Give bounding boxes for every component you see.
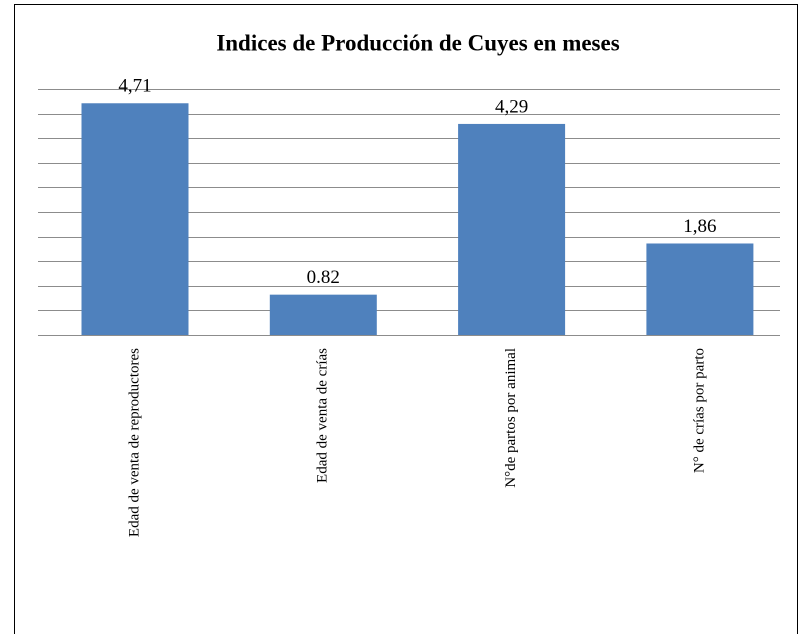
x-tick-label: Edad de venta de reproductores — [126, 348, 142, 537]
bar — [646, 243, 754, 335]
data-label: 4,29 — [495, 96, 528, 117]
x-tick-label: N° de crías por parto — [691, 348, 707, 473]
bar — [458, 123, 566, 335]
x-tick-label: N°de partos por animal — [503, 348, 519, 488]
bar — [81, 103, 189, 335]
data-label: 4,71 — [118, 76, 151, 97]
x-tick-label: Edad de venta de crías — [315, 348, 331, 483]
data-label: 0.82 — [307, 267, 340, 288]
data-label: 1,86 — [683, 216, 716, 237]
chart-frame — [14, 4, 798, 634]
chart-title: Indices de Producción de Cuyes en meses — [216, 30, 619, 55]
bar — [269, 294, 377, 335]
